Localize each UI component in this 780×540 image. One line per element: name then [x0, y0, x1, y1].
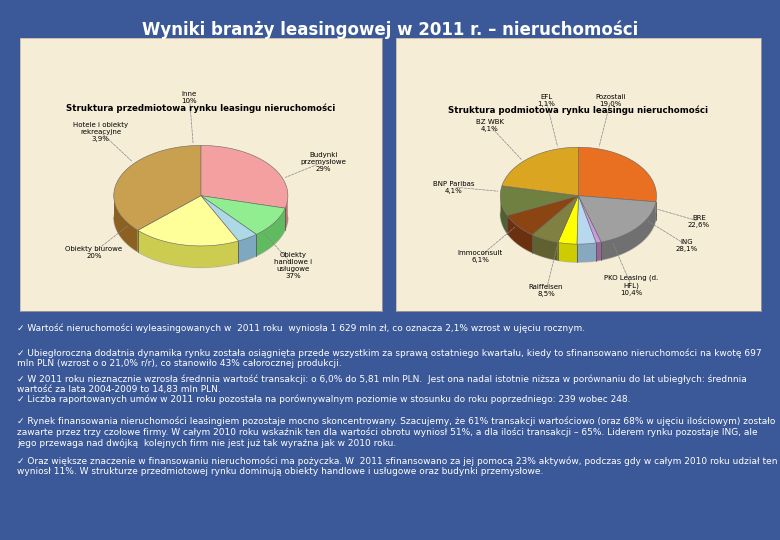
Text: Hotele i obiekty
rekreacyjne
3,9%: Hotele i obiekty rekreacyjne 3,9%: [73, 122, 129, 142]
Polygon shape: [577, 243, 596, 262]
Text: Struktura przedmiotowa rynku leasingu nieruchomości: Struktura przedmiotowa rynku leasingu ni…: [66, 104, 335, 113]
Polygon shape: [558, 195, 579, 244]
Text: Budynki
przemysłowe
29%: Budynki przemysłowe 29%: [300, 152, 346, 172]
Polygon shape: [201, 145, 288, 208]
Text: BRE
22,6%: BRE 22,6%: [688, 215, 710, 228]
Polygon shape: [577, 195, 596, 244]
Polygon shape: [579, 195, 601, 243]
Text: ✓ Oraz większe znaczenie w finansowaniu nieruchomości ma pożyczka. W  2011 sfina: ✓ Oraz większe znaczenie w finansowaniu …: [17, 456, 778, 476]
Text: ING
28,1%: ING 28,1%: [675, 239, 697, 252]
Text: ✓ Wartość nieruchomości wyleasingowanych w  2011 roku  wyniosła 1 629 mln zł, co: ✓ Wartość nieruchomości wyleasingowanych…: [17, 323, 585, 333]
Text: Inne
10%: Inne 10%: [182, 91, 197, 104]
Polygon shape: [558, 242, 577, 262]
Text: Struktura podmiotowa rynku leasingu nieruchomości: Struktura podmiotowa rynku leasingu nier…: [448, 105, 708, 115]
Polygon shape: [507, 215, 532, 253]
Polygon shape: [257, 208, 285, 256]
Text: ✓ Ubiegłoroczna dodatnia dynamika rynku została osiągnięta przede wszystkim za s: ✓ Ubiegłoroczna dodatnia dynamika rynku …: [17, 348, 762, 368]
Polygon shape: [239, 234, 257, 262]
Text: Immoconsult
6,1%: Immoconsult 6,1%: [457, 250, 502, 263]
Text: ✓ Rynek finansowania nieruchomości leasingiem pozostaje mocno skoncentrowany. Sz: ✓ Rynek finansowania nieruchomości leasi…: [17, 416, 775, 448]
Text: Obiekty biurowe
20%: Obiekty biurowe 20%: [66, 246, 122, 259]
Polygon shape: [601, 202, 656, 260]
Polygon shape: [596, 242, 601, 261]
Text: ✓ W 2011 roku nieznacznie wzrosła średnnia wartość transakcji: o 6,0% do 5,81 ml: ✓ W 2011 roku nieznacznie wzrosła średnn…: [17, 374, 747, 394]
Polygon shape: [500, 186, 579, 215]
Text: ✓ Liczba raportowanych umów w 2011 roku pozostała na porównywalnym poziomie w st: ✓ Liczba raportowanych umów w 2011 roku …: [17, 395, 631, 404]
Text: Pozostali
19,0%: Pozostali 19,0%: [595, 94, 626, 107]
Polygon shape: [114, 145, 201, 230]
Polygon shape: [532, 195, 579, 242]
Polygon shape: [500, 192, 507, 233]
Text: Raiffeisen
8,5%: Raiffeisen 8,5%: [529, 285, 563, 298]
Text: PKO Leasing (d.
HFL)
10,4%: PKO Leasing (d. HFL) 10,4%: [604, 275, 658, 295]
Polygon shape: [138, 195, 239, 246]
Polygon shape: [507, 195, 579, 235]
Polygon shape: [579, 147, 657, 202]
Polygon shape: [138, 230, 239, 267]
Text: BZ WBK
4,1%: BZ WBK 4,1%: [476, 119, 504, 132]
Polygon shape: [579, 195, 656, 242]
Polygon shape: [500, 214, 657, 262]
Polygon shape: [114, 217, 288, 267]
Polygon shape: [532, 235, 558, 260]
Polygon shape: [201, 195, 285, 234]
Polygon shape: [201, 195, 257, 241]
Polygon shape: [114, 192, 138, 252]
Polygon shape: [285, 193, 288, 230]
Text: EFL
1,1%: EFL 1,1%: [537, 94, 555, 107]
Text: Obiekty
handlowe i
usługowe
37%: Obiekty handlowe i usługowe 37%: [274, 252, 312, 279]
Polygon shape: [502, 147, 579, 195]
Text: Wyniki branży leasingowej w 2011 r. – nieruchomości: Wyniki branży leasingowej w 2011 r. – ni…: [142, 21, 638, 39]
Text: BNP Paribas
4,1%: BNP Paribas 4,1%: [433, 180, 475, 193]
